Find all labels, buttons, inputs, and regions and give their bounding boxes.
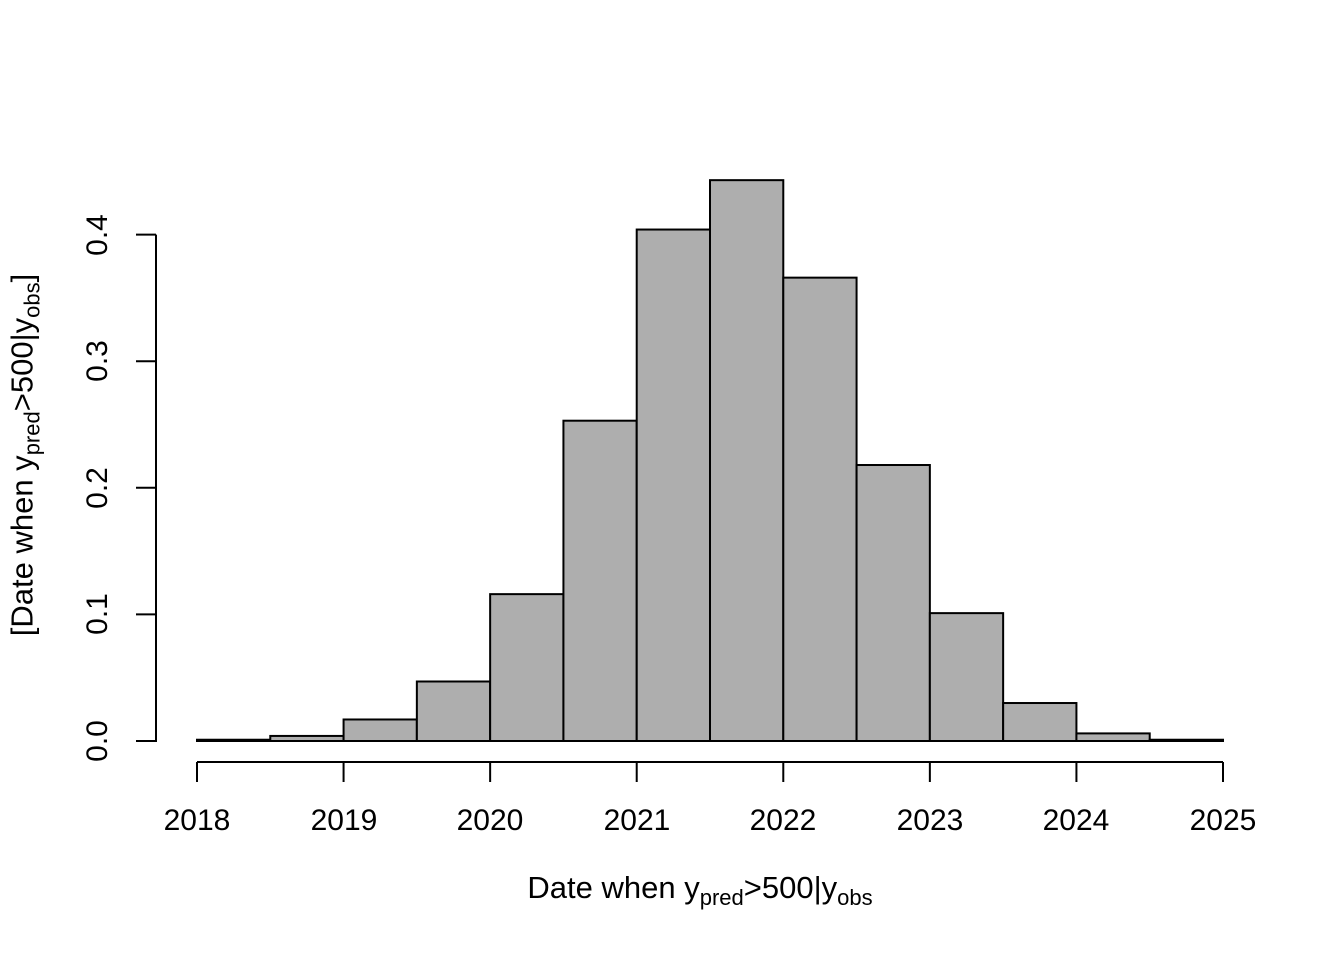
x-title-text: Date when y bbox=[527, 870, 700, 905]
histogram-bar bbox=[709, 179, 785, 743]
x-tick-label: 2021 bbox=[603, 804, 671, 837]
y-tick-label: 0.2 bbox=[81, 467, 114, 509]
histogram-bar bbox=[635, 228, 712, 742]
y-tick-label: 0.1 bbox=[81, 593, 114, 635]
x-tick-label: 2023 bbox=[896, 804, 964, 837]
histogram-bar bbox=[562, 419, 638, 742]
y-title-text: ] bbox=[4, 273, 40, 283]
histogram-bar bbox=[269, 734, 345, 742]
histogram-bar bbox=[415, 680, 492, 742]
x-tick-label: 2022 bbox=[749, 804, 817, 837]
x-axis-title: Date when ypred>500|yobs bbox=[527, 870, 872, 909]
y-tick-label: 0.4 bbox=[81, 214, 114, 256]
histogram-bar bbox=[928, 612, 1005, 742]
y-title-text: >500|y bbox=[4, 317, 40, 412]
histogram-bar bbox=[342, 718, 418, 743]
y-axis-title: [Date when ypred>500|yobs] bbox=[4, 273, 45, 637]
x-tick-label: 2020 bbox=[456, 804, 524, 837]
y-tick-label: 0.3 bbox=[81, 340, 114, 382]
x-title-subscript-pred: pred bbox=[699, 885, 744, 911]
x-tick-label: 2018 bbox=[163, 804, 231, 837]
histogram-bar bbox=[782, 276, 858, 742]
histogram-bar bbox=[1148, 738, 1224, 743]
x-tick-label: 2024 bbox=[1042, 804, 1110, 837]
y-title-subscript-obs: obs bbox=[19, 282, 45, 318]
histogram-bar bbox=[489, 593, 565, 742]
histogram-bar bbox=[1075, 732, 1151, 742]
histogram-bar bbox=[196, 738, 272, 743]
y-title-subscript-pred: pred bbox=[19, 411, 45, 456]
histogram-bar bbox=[1002, 702, 1078, 743]
x-title-text: >500|y bbox=[743, 870, 838, 905]
x-tick-label: 2025 bbox=[1189, 804, 1257, 837]
x-tick-label: 2019 bbox=[310, 804, 378, 837]
histogram-bar bbox=[855, 464, 931, 742]
y-title-text: [Date when y bbox=[4, 455, 40, 637]
y-tick-label: 0.0 bbox=[81, 720, 114, 762]
x-title-subscript-obs: obs bbox=[837, 885, 873, 911]
